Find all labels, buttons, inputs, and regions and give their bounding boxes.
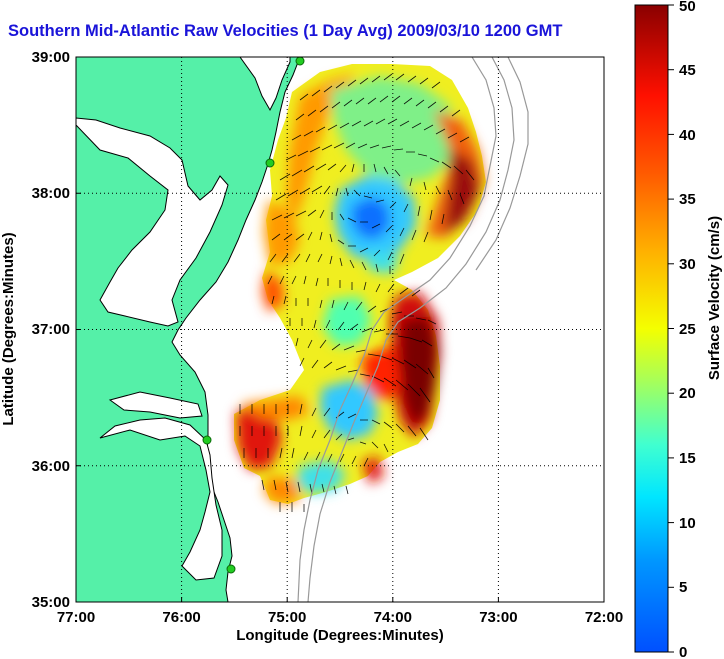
colorbar-label: Surface Velocity (cm/s) [706,216,723,380]
x-tick-label: 74:00 [374,609,412,626]
delaware-bay [239,57,291,112]
y-tick-label: 39:00 [32,49,70,66]
map-title: Southern Mid-Atlantic Raw Velocities (1 … [8,22,563,40]
radar-station-marker[interactable] [265,158,275,168]
radar-station-marker[interactable] [202,435,212,445]
colorbar-tick-label: 30 [679,256,696,273]
y-tick-label: 38:00 [32,185,70,202]
x-tick-label: 72:00 [585,609,623,626]
y-tick-label: 37:00 [32,321,70,338]
y-axis-label: Latitude (Degrees:Minutes) [0,232,17,425]
colorbar-tick-label: 35 [679,191,696,208]
colorbar-tick-label: 40 [679,127,696,144]
colorbar-tick-label: 5 [679,579,687,596]
pamlico-sound [99,417,223,581]
colorbar: 0 5 10 15 20 25 30 35 40 45 50 Surface V… [634,0,723,659]
y-axis: 39:00 38:00 37:00 36:00 35:00 Latitude (… [0,49,81,611]
plot-area [76,57,604,602]
colorbar-tick-label: 15 [679,450,696,467]
colorbar-gradient [634,4,669,653]
colorbar-tick-label: 25 [679,321,696,338]
x-tick-label: 76:00 [162,609,200,626]
y-tick-label: 35:00 [32,594,70,611]
colorbar-tick-label: 0 [679,644,687,659]
albemarle-sound [108,391,203,419]
x-axis-label: Longitude (Degrees:Minutes) [236,627,444,644]
x-tick-label: 77:00 [57,609,95,626]
chesapeake-bay [76,117,229,327]
grid [76,57,604,602]
bathymetry-contours [297,57,529,602]
y-tick-label: 36:00 [32,458,70,475]
velocity-field [234,64,486,512]
x-tick-label: 73:00 [479,609,517,626]
x-tick-label: 75:00 [268,609,306,626]
colorbar-tick-label: 45 [679,62,696,79]
colorbar-tick-label: 10 [679,515,696,532]
radar-station-marker[interactable] [226,564,236,574]
radar-stations [202,57,305,574]
radar-station-marker[interactable] [295,57,305,66]
x-axis: 77:00 76:00 75:00 74:00 73:00 72:00 Long… [57,597,623,644]
colorbar-tick-label: 20 [679,385,696,402]
colorbar-tick-label: 50 [679,0,696,15]
